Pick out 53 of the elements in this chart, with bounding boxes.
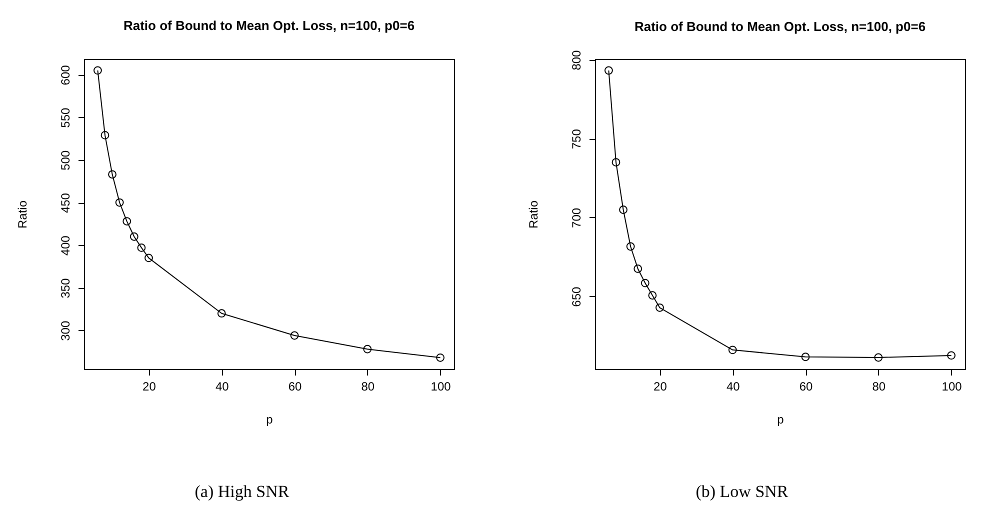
point	[604, 66, 613, 75]
x-tick-label: 100	[942, 380, 962, 394]
y-axis-title: Ratio	[16, 200, 30, 229]
y-tick-label: 650	[570, 286, 584, 307]
x-tick-label: 80	[361, 380, 375, 394]
x-axis-title: p	[266, 412, 274, 426]
point	[656, 303, 664, 312]
y-tick-label: 800	[570, 50, 584, 70]
y-tick-label: 750	[570, 128, 584, 150]
point	[130, 232, 138, 241]
chart-title: Ratio of Bound to Mean Opt. Loss, n=100, p0=6	[123, 18, 415, 33]
point	[93, 66, 102, 75]
y-tick-label: 500	[58, 150, 72, 170]
point	[801, 352, 810, 362]
x-tick-label: 60	[799, 380, 814, 394]
point	[947, 351, 956, 360]
point	[290, 331, 299, 340]
point	[363, 344, 372, 354]
x-axis-title: p	[777, 412, 784, 426]
x-tick-label: 40	[726, 380, 740, 394]
y-tick-label: 450	[58, 192, 72, 214]
y-tick-label: 350	[58, 278, 72, 298]
text: (b) Low SNR	[694, 482, 790, 502]
point	[100, 131, 110, 140]
point	[648, 291, 657, 300]
point	[144, 254, 153, 262]
x-tick-label: 60	[288, 380, 302, 394]
y-tick-label: 700	[570, 208, 584, 228]
y-tick-label: 400	[58, 235, 72, 256]
point	[436, 353, 445, 362]
point	[619, 206, 628, 214]
point	[122, 217, 132, 226]
y-tick-label: 600	[58, 64, 72, 86]
x-tick-label: 100	[430, 380, 452, 394]
x-tick-label: 40	[215, 380, 230, 394]
text: (a) High SNR	[194, 482, 290, 502]
x-tick-label: 20	[654, 380, 668, 394]
point	[217, 309, 226, 318]
point	[612, 158, 620, 166]
point	[115, 198, 124, 207]
y-tick-label: 550	[58, 107, 72, 128]
point	[874, 353, 883, 362]
x-tick-label: 20	[142, 380, 156, 394]
point	[728, 346, 737, 354]
y-tick-label: 300	[58, 320, 72, 341]
point	[634, 264, 642, 273]
point	[640, 278, 650, 288]
point	[626, 242, 635, 251]
chart-title: Ratio of Bound to Mean Opt. Loss, n=100, p0=6	[634, 18, 926, 34]
point	[108, 170, 116, 179]
point	[137, 244, 146, 252]
y-axis-title: Ratio	[526, 200, 540, 229]
x-tick-label: 80	[872, 380, 886, 394]
